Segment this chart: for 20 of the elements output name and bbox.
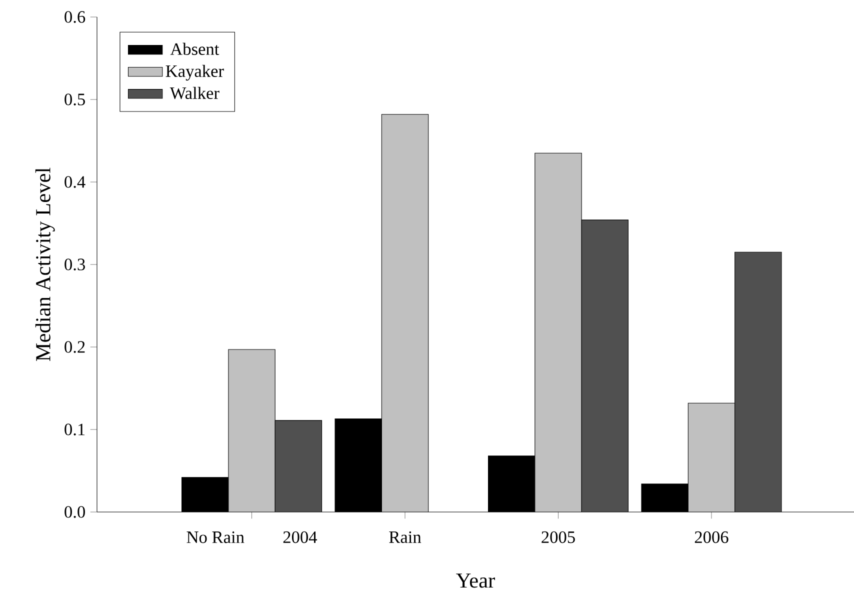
y-tick-label: 0.0 <box>64 506 85 518</box>
y-tick-label: 0.6 <box>64 11 86 23</box>
x-axis-title: Year <box>456 574 495 588</box>
legend-label: Kayaker <box>166 64 224 81</box>
y-tick-label: 0.5 <box>64 94 85 106</box>
legend-label: Walker <box>170 86 220 100</box>
x-tick-label: 2006 <box>694 531 728 544</box>
bar <box>275 420 322 512</box>
y-tick-label: 0.1 <box>64 424 85 436</box>
y-tick-label: 0.4 <box>64 176 86 188</box>
y-axis-title: Median Activity Level <box>35 168 55 362</box>
x-tick-label: 2005 <box>542 531 575 544</box>
bar <box>582 220 628 512</box>
y-tick-label: 0.3 <box>64 258 85 270</box>
x-tick-label: No Rain <box>186 531 244 544</box>
text: 2004 <box>283 531 318 544</box>
bar <box>734 252 782 512</box>
legend-label: Absent <box>170 42 220 55</box>
x-tick-label: Rain <box>389 531 422 544</box>
y-tick-label: 0.2 <box>64 341 85 353</box>
